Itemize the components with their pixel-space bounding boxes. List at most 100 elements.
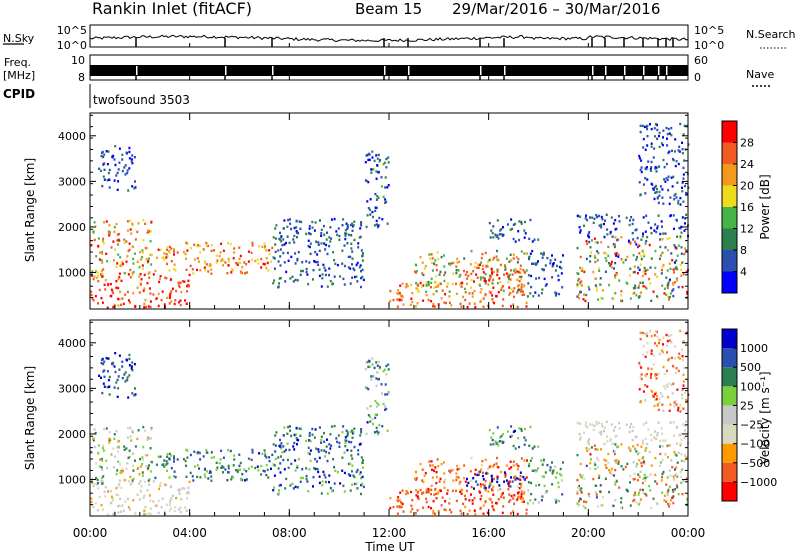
- scatter-cell: [382, 163, 385, 166]
- scatter-cell: [657, 201, 660, 205]
- scatter-cell: [175, 289, 178, 293]
- scatter-cell: [374, 209, 377, 213]
- scatter-cell: [180, 497, 183, 501]
- scatter-cell: [528, 462, 531, 466]
- scatter-cell: [505, 479, 508, 482]
- scatter-cell: [512, 497, 515, 500]
- scatter-cell: [183, 487, 186, 490]
- scatter-cell: [210, 479, 213, 482]
- scatter-cell: [101, 261, 104, 264]
- scatter-cell: [647, 428, 650, 431]
- scatter-cell: [346, 431, 349, 434]
- scatter-cell: [513, 494, 516, 497]
- scatter-cell: [401, 502, 404, 506]
- scatter-cell: [294, 469, 297, 472]
- scatter-cell: [681, 261, 684, 264]
- scatter-cell: [662, 263, 665, 267]
- scatter-cell: [537, 445, 540, 448]
- scatter-cell: [150, 460, 153, 464]
- scatter-cell: [640, 238, 643, 241]
- scatter-cell: [148, 230, 151, 233]
- scatter-cell: [157, 499, 160, 503]
- scatter-cell: [653, 229, 656, 232]
- scatter-cell: [442, 461, 445, 464]
- scatter-cell: [654, 123, 657, 126]
- scatter-cell: [581, 267, 584, 270]
- scatter-cell: [542, 460, 545, 463]
- scatter-cell: [680, 459, 683, 462]
- scatter-cell: [609, 230, 612, 234]
- scatter-cell: [529, 292, 532, 295]
- scatter-cell: [205, 241, 208, 245]
- scatter-cell: [682, 173, 685, 176]
- scatter-cell: [474, 473, 477, 476]
- scatter-cell: [186, 249, 189, 252]
- scatter-cell: [679, 434, 682, 437]
- scatter-cell: [93, 275, 96, 278]
- scatter-cell: [672, 214, 675, 217]
- time-axis: 00:00 04:00 08:00 12:00 16:00 20:00 00:00: [73, 43, 705, 540]
- scatter-cell: [430, 277, 433, 280]
- scatter-cell: [157, 511, 160, 515]
- scatter-cell: [527, 274, 530, 277]
- scatter-cell: [317, 450, 320, 453]
- scatter-cell: [600, 296, 603, 300]
- scatter-cell: [102, 175, 105, 178]
- scatter-cell: [282, 434, 285, 437]
- scatter-cell: [511, 273, 514, 276]
- scatter-cell: [450, 511, 453, 514]
- scatter-cell: [401, 489, 404, 492]
- scatter-cell: [111, 363, 114, 366]
- scatter-cell: [537, 238, 540, 241]
- noise-spikes: [135, 38, 674, 47]
- scatter-cell: [596, 422, 598, 426]
- scatter-cell: [270, 260, 272, 263]
- scatter-cell: [672, 175, 675, 178]
- scatter-cell: [126, 171, 129, 175]
- scatter-cell: [428, 460, 431, 463]
- scatter-cell: [348, 233, 350, 237]
- scatter-cell: [681, 388, 684, 391]
- scatter-cell: [349, 267, 352, 270]
- scatter-cell: [671, 281, 674, 285]
- scatter-cell: [633, 291, 636, 295]
- scatter-cell: [644, 437, 647, 440]
- scatter-cell: [257, 262, 260, 265]
- scatter-cell: [316, 260, 319, 264]
- scatter-cell: [118, 272, 121, 275]
- scatter-cell: [360, 276, 363, 280]
- scatter-cell: [639, 130, 642, 134]
- scatter-cell: [615, 273, 618, 276]
- scatter-cell: [474, 266, 477, 269]
- scatter-cell: [646, 166, 648, 169]
- scatter-cell: [134, 186, 137, 189]
- scatter-cell: [149, 292, 152, 295]
- scatter-cell: [480, 464, 483, 467]
- scatter-cell: [272, 489, 275, 492]
- scatter-cell: [117, 450, 119, 453]
- scatter-cell: [605, 213, 608, 216]
- scatter-cell: [148, 437, 151, 440]
- scatter-cell: [351, 222, 354, 225]
- scatter-cell: [364, 161, 367, 164]
- scatter-cell: [677, 162, 680, 166]
- scatter-cell: [100, 457, 103, 461]
- scatter-cell: [667, 151, 670, 155]
- scatter-cell: [166, 455, 169, 458]
- scatter-cell: [315, 447, 318, 450]
- scatter-cell: [484, 282, 487, 285]
- scatter-cell: [144, 453, 147, 457]
- scatter-cell: [536, 469, 538, 472]
- scatter-cell: [147, 305, 150, 308]
- scatter-cell: [512, 223, 515, 226]
- scatter-cell: [467, 481, 470, 485]
- scatter-cell: [669, 474, 672, 477]
- scatter-cell: [594, 260, 597, 264]
- scatter-cell: [178, 301, 181, 304]
- scatter-cell: [160, 506, 163, 509]
- scatter-cell: [677, 356, 680, 359]
- scatter-cell: [644, 272, 647, 275]
- scatter-cell: [522, 497, 524, 500]
- scatter-cell: [638, 252, 641, 255]
- scatter-cell: [612, 297, 615, 301]
